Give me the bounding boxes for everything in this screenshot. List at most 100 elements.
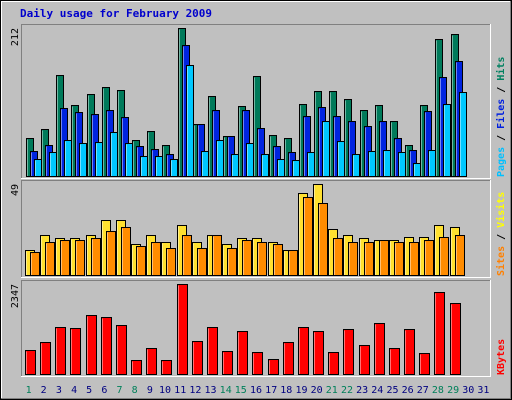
bar-kbytes-day-29 bbox=[450, 303, 461, 375]
series-label-part: Visits bbox=[495, 192, 507, 228]
bar-pages-day-7 bbox=[125, 143, 133, 177]
bar-kbytes-day-9 bbox=[146, 348, 157, 375]
bar-sites-day-15 bbox=[242, 240, 252, 276]
bar-pages-day-3 bbox=[64, 140, 72, 177]
bar-sites-day-11 bbox=[182, 235, 192, 276]
bar-kbytes-day-26 bbox=[404, 329, 415, 375]
x-tick-label-day-25: 25 bbox=[386, 385, 398, 396]
bar-sites-day-28 bbox=[439, 237, 449, 276]
series-kbytes bbox=[25, 284, 461, 375]
bar-sites-day-29 bbox=[455, 235, 465, 276]
bar-kbytes-day-5 bbox=[86, 315, 97, 375]
bar-pages-day-4 bbox=[79, 143, 87, 177]
bar-kbytes-day-8 bbox=[131, 360, 142, 375]
bar-pages-day-8 bbox=[140, 156, 148, 177]
bar-sites-day-27 bbox=[424, 240, 434, 276]
bar-kbytes-day-1 bbox=[25, 350, 36, 375]
bar-sites-day-3 bbox=[60, 240, 70, 276]
bar-kbytes-day-15 bbox=[237, 331, 248, 375]
x-tick-label-day-12: 12 bbox=[189, 385, 201, 396]
bar-kbytes-day-4 bbox=[70, 328, 81, 375]
series-label-part: Hits bbox=[495, 57, 507, 81]
bar-kbytes-day-19 bbox=[298, 327, 309, 375]
bar-kbytes-day-22 bbox=[343, 329, 354, 375]
bar-sites-day-23 bbox=[364, 242, 374, 276]
bar-sites-day-25 bbox=[394, 242, 404, 276]
series-sites bbox=[30, 197, 465, 276]
bar-pages-day-2 bbox=[49, 152, 57, 177]
x-tick-label-day-3: 3 bbox=[56, 385, 62, 396]
bar-pages-day-10 bbox=[170, 159, 178, 177]
series-label-part: Sites bbox=[495, 246, 507, 276]
x-tick-label-day-26: 26 bbox=[402, 385, 414, 396]
x-tick-label-day-31: 31 bbox=[477, 385, 489, 396]
bar-kbytes-day-21 bbox=[328, 352, 339, 375]
bar-pages-day-19 bbox=[307, 152, 315, 177]
bar-sites-day-13 bbox=[212, 235, 222, 276]
bar-kbytes-day-25 bbox=[389, 348, 400, 375]
chart-panels: 212 Pages / Files / Hits 49 Sites / Visits 2… bbox=[10, 24, 507, 377]
bar-kbytes-day-10 bbox=[161, 360, 172, 375]
bar-pages-day-13 bbox=[216, 140, 224, 177]
bar-kbytes-day-6 bbox=[101, 317, 112, 375]
bar-sites-day-18 bbox=[288, 250, 298, 276]
bar-sites-day-16 bbox=[257, 242, 267, 276]
panel-series-labels: Pages / Files / Hits bbox=[495, 57, 507, 177]
bar-pages-day-9 bbox=[155, 156, 163, 177]
x-tick-label-day-7: 7 bbox=[116, 385, 122, 396]
bar-pages-day-5 bbox=[95, 142, 103, 177]
x-tick-label-day-28: 28 bbox=[432, 385, 444, 396]
bar-sites-day-2 bbox=[45, 242, 55, 276]
bar-sites-day-5 bbox=[91, 238, 101, 276]
bar-kbytes-day-28 bbox=[434, 292, 445, 375]
x-tick-label-day-18: 18 bbox=[280, 385, 292, 396]
x-tick-label-day-10: 10 bbox=[159, 385, 171, 396]
bar-kbytes-day-12 bbox=[192, 341, 203, 375]
bar-pages-day-18 bbox=[292, 160, 300, 177]
bar-kbytes-day-17 bbox=[268, 359, 279, 375]
panel-visits-sites: 49 Sites / Visits bbox=[10, 180, 507, 278]
panel-series-labels: KBytes bbox=[496, 339, 507, 375]
bar-kbytes-day-18 bbox=[283, 342, 294, 375]
bar-sites-day-19 bbox=[303, 197, 313, 276]
bar-sites-day-21 bbox=[333, 238, 343, 276]
series-label-part: / bbox=[496, 228, 507, 246]
x-tick-label-day-2: 2 bbox=[41, 385, 47, 396]
x-tick-label-day-22: 22 bbox=[341, 385, 353, 396]
bar-kbytes-day-20 bbox=[313, 331, 324, 375]
bar-sites-day-20 bbox=[318, 203, 328, 276]
x-tick-label-day-24: 24 bbox=[371, 385, 383, 396]
bar-sites-day-14 bbox=[227, 248, 237, 276]
bar-kbytes-day-23 bbox=[359, 345, 370, 375]
bar-sites-day-7 bbox=[121, 227, 131, 276]
series-label-part: / bbox=[496, 129, 507, 147]
bar-kbytes-day-27 bbox=[419, 353, 430, 375]
series-label-part: KBytes bbox=[496, 339, 507, 375]
bar-sites-day-26 bbox=[409, 242, 419, 276]
bar-pages-day-20 bbox=[322, 121, 330, 177]
bar-pages-day-21 bbox=[337, 141, 345, 177]
bar-sites-day-8 bbox=[136, 246, 146, 276]
panel-max-label: 212 bbox=[10, 28, 21, 46]
series-label-part: Files bbox=[495, 99, 507, 129]
x-axis-tick-labels: 1 2 3 4 5 6 7 8 9 10 11 12 13 14 15 16 17 18 19 20 21 22 23 24 2… bbox=[26, 385, 490, 396]
bar-pages-day-16 bbox=[261, 154, 269, 177]
bar-pages-day-6 bbox=[110, 132, 118, 177]
series-label-part: Pages bbox=[496, 147, 507, 177]
bar-sites-day-6 bbox=[106, 231, 116, 276]
x-tick-label-day-4: 4 bbox=[71, 385, 77, 396]
x-tick-label-day-21: 21 bbox=[326, 385, 338, 396]
bar-sites-day-22 bbox=[348, 242, 358, 276]
bar-sites-day-1 bbox=[30, 252, 40, 276]
x-tick-label-day-19: 19 bbox=[295, 385, 307, 396]
panel-hits-files-pages: 212 Pages / Files / Hits bbox=[10, 24, 507, 179]
bar-pages-day-12 bbox=[201, 151, 209, 177]
x-tick-label-day-16: 16 bbox=[250, 385, 262, 396]
bar-kbytes-day-16 bbox=[252, 352, 263, 375]
bar-kbytes-day-3 bbox=[55, 327, 66, 375]
bar-pages-day-17 bbox=[277, 159, 285, 177]
bar-pages-day-14 bbox=[231, 154, 239, 177]
x-tick-label-day-1: 1 bbox=[26, 385, 32, 396]
bar-pages-day-15 bbox=[246, 143, 254, 177]
